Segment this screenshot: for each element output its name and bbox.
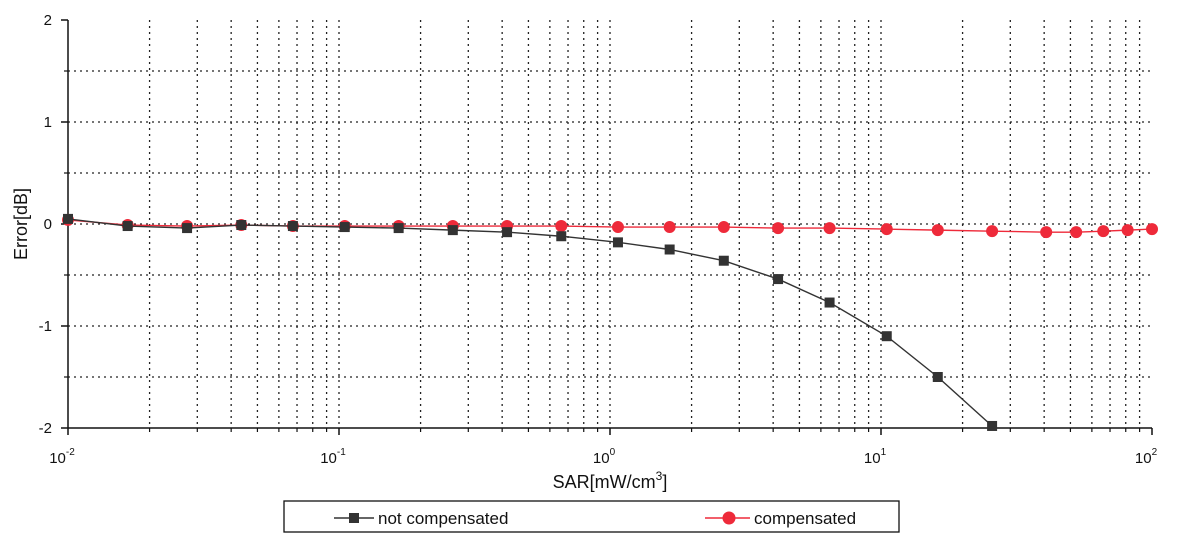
data-point: [1040, 226, 1052, 238]
data-point: [824, 222, 836, 234]
data-point: [933, 372, 943, 382]
data-point: [288, 221, 298, 231]
data-point: [718, 221, 730, 233]
data-point: [613, 237, 623, 247]
data-point: [1070, 226, 1082, 238]
data-point: [664, 221, 676, 233]
data-point: [1097, 225, 1109, 237]
x-tick-label: 102: [1135, 447, 1158, 467]
y-tick-label: -1: [39, 318, 52, 335]
x-axis-title: SAR[mW/cm3]: [553, 469, 668, 492]
y-tick-label: 0: [44, 216, 52, 233]
y-tick-label: -2: [39, 420, 52, 437]
data-point: [448, 225, 458, 235]
data-point: [612, 221, 624, 233]
data-point: [825, 298, 835, 308]
data-point: [394, 223, 404, 233]
data-point: [719, 256, 729, 266]
data-point: [1146, 223, 1158, 235]
data-point: [881, 223, 893, 235]
data-point: [182, 223, 192, 233]
data-point: [665, 245, 675, 255]
data-point: [1122, 224, 1134, 236]
data-point: [986, 225, 998, 237]
legend-marker: [349, 513, 359, 523]
y-tick-label: 1: [44, 114, 52, 131]
data-point: [236, 220, 246, 230]
data-point: [340, 222, 350, 232]
legend-marker: [723, 512, 736, 525]
data-point: [123, 221, 133, 231]
data-point: [555, 220, 567, 232]
y-tick-label: 2: [44, 12, 52, 29]
data-point: [987, 421, 997, 431]
data-point: [773, 274, 783, 284]
x-tick-label: 10-2: [49, 447, 75, 467]
data-point: [932, 224, 944, 236]
legend: not compensated compensated: [284, 501, 899, 532]
x-tick-label: 100: [593, 447, 616, 467]
data-point: [772, 222, 784, 234]
data-point: [882, 331, 892, 341]
data-point: [556, 231, 566, 241]
data-point: [63, 214, 73, 224]
data-point: [502, 227, 512, 237]
x-tick-label: 10-1: [320, 447, 346, 467]
legend-label: not compensated: [378, 509, 508, 528]
x-tick-label: 101: [864, 447, 887, 467]
y-axis-title: Error[dB]: [11, 188, 31, 260]
legend-label: compensated: [754, 509, 856, 528]
